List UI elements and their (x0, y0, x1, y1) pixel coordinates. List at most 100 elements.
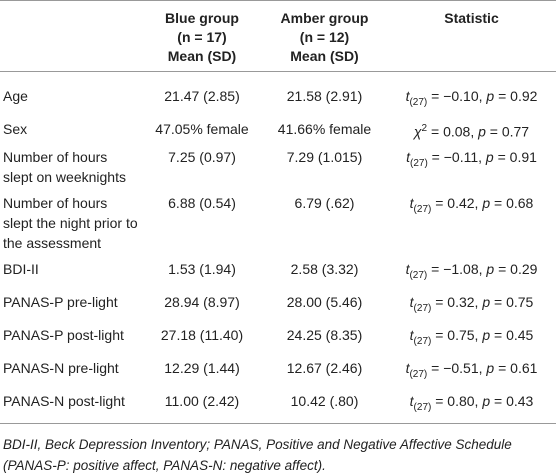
p-value: = 0.29 (494, 261, 538, 278)
header-line: Mean (SD) (290, 48, 359, 64)
statistic: χ2 = 0.08, p = 0.77 (387, 116, 556, 145)
table-row: PANAS-P pre-light 28.94 (8.97) 28.00 (5.46… (0, 289, 556, 322)
amber-value: 24.25 (8.35) (286, 327, 363, 344)
table-row: PANAS-N pre-light 12.29 (1.44) 12.67 (2.46… (0, 355, 556, 388)
stat-value: = −0.51, (427, 359, 487, 376)
table-row: Sex 47.05% female 41.66% female χ2 = 0.08, … (0, 116, 556, 145)
p-value: = 0.92 (494, 88, 538, 104)
header-cell: Blue group (n = 17) Mean (SD) (142, 0, 262, 72)
p-symbol: p (482, 195, 491, 212)
blue-value: 28.94 (8.97) (164, 294, 240, 311)
empty-header (0, 0, 142, 72)
p-symbol: p (478, 123, 486, 140)
statistic: t(27) = −0.10, p = 0.92 (387, 72, 556, 116)
p-symbol: p (482, 294, 491, 311)
p-value: = 0.61 (494, 359, 538, 376)
header-cell: Amber group (n = 12) Mean (SD) (262, 0, 387, 72)
p-symbol: p (482, 392, 491, 409)
statistic: t(27) = 0.32, p = 0.75 (387, 289, 556, 322)
blue-value: 27.18 (11.40) (160, 327, 244, 344)
blue-value: 6.88 (0.54) (168, 195, 236, 212)
stat-df: (27) (413, 204, 432, 216)
header-line: Amber group (280, 10, 369, 26)
stat-df: (27) (409, 158, 428, 170)
stat-symbol: t (409, 195, 414, 212)
stat-value: = 0.80, (431, 392, 483, 409)
p-value: = 0.68 (490, 195, 534, 212)
amber-value: 7.29 (1.015) (286, 149, 363, 166)
stat-value: = 0.08, (427, 123, 479, 140)
stat-symbol: t (409, 392, 414, 409)
stat-value: = 0.32, (431, 294, 483, 311)
table-row: Number of hours slept the night prior to… (0, 190, 556, 256)
statistic: t(27) = 0.75, p = 0.45 (387, 322, 556, 355)
statistic: t(27) = 0.80, p = 0.43 (387, 387, 556, 425)
row-label: Number of hours slept the night prior to… (3, 195, 138, 252)
p-symbol: p (486, 359, 495, 376)
stat-value: = −0.10, (427, 88, 487, 104)
amber-value: 10.42 (.80) (262, 387, 387, 425)
stat-df: (27) (409, 270, 428, 282)
stat-symbol: t (405, 359, 410, 376)
stat-power: 2 (421, 122, 428, 134)
p-value: = 0.45 (490, 327, 534, 344)
row-label: PANAS-N pre-light (3, 359, 119, 376)
p-symbol: p (482, 327, 491, 344)
footnote: BDI-II, Beck Depression Inventory; PANAS… (3, 437, 512, 474)
blue-value: 11.00 (2.42) (142, 387, 262, 425)
stat-value: = −1.08, (427, 261, 487, 278)
p-value: = 0.75 (490, 294, 534, 311)
row-label: Sex (3, 120, 28, 137)
table-header: Blue group (n = 17) Mean (SD) Amber group (n… (0, 0, 556, 72)
row-label: Age (3, 88, 28, 104)
stat-symbol: t (405, 261, 410, 278)
stat-df: (27) (413, 335, 432, 347)
amber-value: 12.67 (2.46) (286, 359, 363, 376)
header-line: Mean (SD) (167, 48, 237, 64)
stat-value: = 0.75, (431, 327, 483, 344)
header-line: Blue group (165, 10, 239, 26)
row-label: PANAS-N post-light (0, 387, 142, 425)
stat-df: (27) (413, 303, 432, 315)
blue-value: 7.25 (0.97) (168, 149, 236, 166)
table-row: PANAS-P post-light 27.18 (11.40) 24.25 (8.… (0, 322, 556, 355)
stat-symbol: t (406, 149, 410, 166)
blue-value: 12.29 (1.44) (164, 359, 240, 376)
blue-value: 47.05% female (155, 120, 249, 137)
header-line: Statistic (444, 10, 499, 26)
header-line: (n = 17) (177, 29, 227, 45)
row-label: BDI-II (3, 261, 39, 278)
table-row: Age 21.47 (2.85) 21.58 (2.91) t(27) = −0.10… (0, 72, 556, 116)
p-symbol: p (486, 261, 495, 278)
stat-value: = −0.11, (427, 149, 486, 166)
table-row: Number of hours slept on weeknights 7.25 … (0, 144, 556, 190)
p-symbol: p (485, 149, 494, 166)
stat-value: = 0.42, (431, 195, 483, 212)
p-value: = 0.77 (485, 123, 530, 140)
amber-value: 2.58 (3.32) (290, 261, 359, 278)
header-line: (n = 12) (299, 29, 350, 45)
stat-symbol: χ (413, 123, 422, 140)
p-symbol: p (486, 88, 495, 104)
amber-value: 28.00 (5.46) (286, 294, 363, 311)
statistic: t(27) = −0.11, p = 0.91 (387, 144, 556, 190)
amber-value: 6.79 (.62) (294, 195, 355, 212)
stat-symbol: t (409, 327, 414, 344)
row-label: PANAS-P post-light (3, 327, 124, 344)
row-label: Number of hours slept on weeknights (3, 149, 126, 186)
statistic: t(27) = −1.08, p = 0.29 (387, 256, 556, 289)
p-value: = 0.91 (493, 149, 537, 166)
table-body: Age 21.47 (2.85) 21.58 (2.91) t(27) = −0.10… (0, 72, 556, 425)
stat-symbol: t (405, 88, 410, 104)
stat-symbol: t (409, 294, 414, 311)
table-row: BDI-II 1.53 (1.94) 2.58 (3.32) t(27) = −1.0… (0, 256, 556, 289)
stat-df: (27) (409, 368, 428, 380)
statistic: t(27) = −0.51, p = 0.61 (387, 355, 556, 388)
stat-df: (27) (413, 401, 432, 413)
row-label: PANAS-P pre-light (3, 294, 118, 311)
data-table: Blue group (n = 17) Mean (SD) Amber group (n… (0, 0, 556, 425)
blue-value: 1.53 (1.94) (168, 261, 236, 278)
p-value: = 0.43 (490, 392, 534, 409)
stat-df: (27) (409, 96, 428, 108)
